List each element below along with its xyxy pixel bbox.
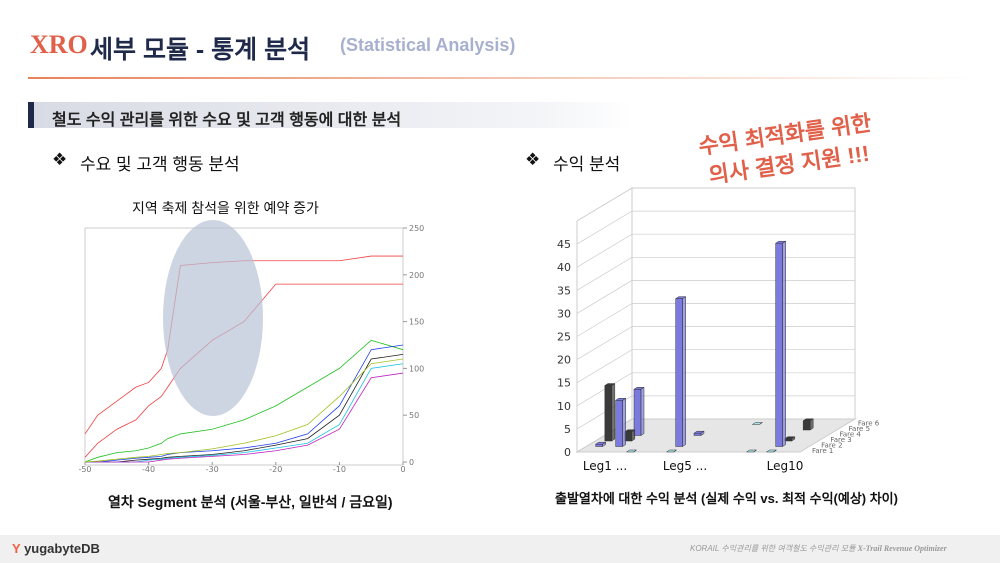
bar-front (675, 298, 683, 447)
legend-label: Fare 5 (849, 425, 870, 433)
y-tick-label: 15 (557, 377, 571, 390)
footer-note: KORAIL 수익관리를 위한 여객철도 수익관리 모듈 (690, 544, 856, 553)
bar-side (773, 449, 777, 453)
bar-side (640, 386, 645, 436)
y-tick-label: 10 (557, 400, 571, 413)
bar (665, 449, 678, 453)
line-series (84, 358, 404, 463)
logo-text: yugabyteDB (24, 541, 100, 556)
bar (745, 449, 758, 453)
x-tick-label: -30 (206, 465, 219, 474)
bar-side (673, 449, 677, 453)
section-title: 철도 수익 관리를 위한 수요 및 고객 행동에 대한 분석 (52, 112, 402, 129)
bar-side (753, 449, 757, 453)
bar (614, 397, 627, 447)
bar-front (604, 385, 613, 442)
bar-front (775, 242, 783, 447)
x-tick-label: -20 (269, 465, 282, 474)
bar (674, 296, 687, 447)
caption: 열차 Segment 분석 (서울-부산, 일반석 / 금요일) (108, 494, 393, 510)
bar-side (602, 441, 606, 447)
bar (624, 429, 636, 442)
bar-front (615, 400, 623, 447)
bar-side (759, 422, 763, 425)
line-series (85, 372, 404, 463)
y-tick-label: 0 (564, 446, 571, 459)
grid-line (576, 210, 855, 245)
bar-side (631, 429, 636, 442)
bar-side (809, 418, 814, 431)
bar (751, 422, 764, 425)
bar (765, 449, 778, 453)
x-tick-label: Leg1 ... (583, 459, 627, 473)
legend-label: Fare 6 (858, 420, 880, 428)
y-tick-label: 45 (557, 238, 571, 251)
title: 세부 모듈 - 통계 분석 (90, 36, 311, 64)
caption: 출발열차에 대한 수익 분석 (실제 수익 vs. 최적 수익(예상) 차이) (555, 491, 898, 506)
x-tick-label: Leg10 (767, 459, 804, 473)
y-tick-label: 0 (409, 458, 414, 467)
y-tick-label: 20 (557, 354, 571, 367)
legend-label: Fare 3 (830, 436, 851, 444)
footer (0, 535, 1000, 563)
x-tick-label: Leg5 ... (663, 459, 707, 473)
y-tick-label: 150 (409, 318, 424, 327)
y-tick-label: 250 (409, 224, 424, 233)
legend-label: Fare 1 (812, 447, 833, 455)
logo: Y yugabyteDB (12, 541, 100, 556)
footer-text: KORAIL 수익관리를 위한 여객철도 수익관리 모듈 X-Trail Rev… (690, 543, 947, 554)
annotation: 지역 축제 참석을 위한 예약 증가 (132, 200, 319, 216)
bullet: ❖ (52, 150, 68, 169)
bar-front (693, 432, 702, 436)
subtitle: (Statistical Analysis) (340, 35, 516, 55)
highlight (163, 220, 263, 416)
bullet: ❖ (525, 150, 541, 169)
y-tick-label: 35 (557, 284, 571, 297)
heading: 수익 분석 (553, 155, 621, 174)
header-rule (28, 77, 973, 79)
bar-front (595, 443, 603, 447)
legend-label: Fare 4 (840, 431, 862, 439)
y-tick-label: 40 (557, 261, 571, 274)
bar-front (633, 389, 642, 436)
bar-side (682, 296, 686, 447)
x-tick-label: 0 (400, 465, 405, 474)
bar-side (611, 383, 616, 442)
y-tick-label: 100 (409, 364, 424, 373)
section-bar (28, 102, 634, 128)
heading: 수요 및 고객 행동 분석 (80, 155, 240, 174)
x-tick-label: -10 (333, 465, 346, 474)
grid-line (576, 233, 855, 268)
bar (802, 418, 814, 431)
bar-side (700, 430, 705, 436)
bar-side (782, 240, 786, 447)
legend-label: Fare 2 (821, 442, 842, 450)
x-tick-label: -50 (78, 465, 91, 474)
y-tick-label: 200 (409, 271, 424, 280)
bar (625, 449, 638, 453)
y-tick-label: 50 (409, 411, 419, 420)
bar (604, 383, 616, 442)
x-tick-label: -40 (142, 465, 155, 474)
bar-side (622, 397, 626, 447)
product: X-Trail Revenue Optimizer (857, 544, 947, 553)
bar (633, 386, 645, 436)
y-tick-label: 25 (557, 331, 571, 344)
brand: XRO (30, 30, 88, 59)
bar (594, 441, 607, 447)
line-series (84, 339, 404, 463)
bar (784, 436, 796, 442)
plot-frame (84, 227, 404, 466)
bar-front (802, 420, 811, 431)
bar-side (791, 436, 796, 442)
y-tick-label: 30 (557, 307, 571, 320)
bar-side (633, 449, 637, 453)
y-tick-label: 5 (564, 423, 571, 436)
line-series (85, 353, 404, 463)
bar (693, 430, 705, 436)
bar (774, 240, 787, 447)
